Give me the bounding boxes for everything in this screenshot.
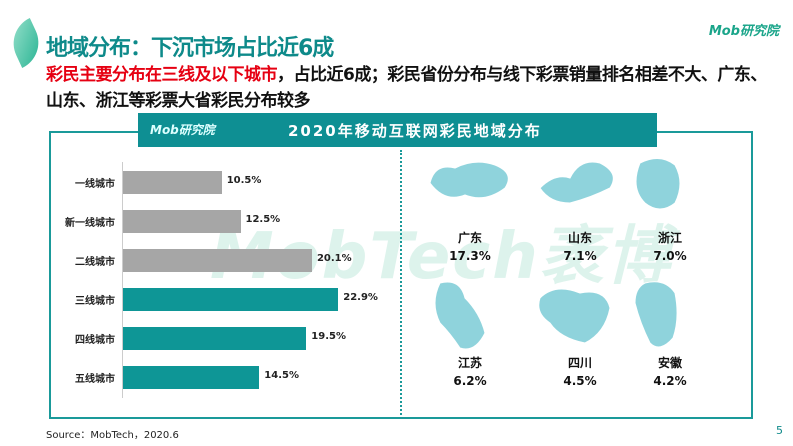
- province-name: 浙江: [657, 231, 682, 245]
- source-note: Source：MobTech，2020.6: [46, 430, 179, 441]
- data-label: 20.1%: [316, 253, 352, 264]
- province-map-icon: [634, 281, 678, 348]
- panel-title-banner: Mob研究院 2020年移动互联网彩民地域分布: [138, 113, 657, 147]
- province-stat: 江苏 6.2%: [420, 354, 520, 390]
- province-map-icon: [429, 161, 509, 199]
- category-label: 三线城市: [75, 296, 115, 307]
- province-name: 江苏: [457, 356, 482, 370]
- panel-title: 2020年移动互联网彩民地域分布: [288, 122, 542, 140]
- province-value: 7.1%: [563, 249, 597, 263]
- province-map-icon: [434, 281, 486, 350]
- province-value: 17.3%: [449, 249, 491, 263]
- province-value: 4.2%: [653, 374, 687, 388]
- data-label: 14.5%: [264, 370, 299, 381]
- province-map-icon: [539, 161, 614, 204]
- province-map-icon: [538, 288, 611, 344]
- data-label: 12.5%: [245, 214, 281, 225]
- bar: [123, 327, 307, 350]
- category-label: 新一线城市: [65, 218, 115, 229]
- province-name: 四川: [567, 356, 592, 370]
- bar: [123, 249, 312, 272]
- data-label: 19.5%: [311, 331, 346, 342]
- province-stat: 浙江 7.0%: [620, 229, 720, 265]
- province-name: 安徽: [657, 356, 682, 370]
- mob-logo: Mob研究院: [708, 24, 779, 39]
- divider: [400, 150, 402, 415]
- bar: [123, 210, 241, 233]
- province-name: 广东: [457, 231, 482, 245]
- decorative-leaf-icon: [4, 18, 48, 68]
- province-value: 4.5%: [563, 374, 597, 388]
- subtitle-rest: ，占比近6成；彩民省份分布与线下彩票销量排名相差不大、广东、山东、浙江等彩票大省…: [46, 65, 767, 111]
- category-label: 一线城市: [75, 179, 115, 190]
- province-stat: 广东 17.3%: [420, 229, 520, 265]
- subtitle: 彩民主要分布在三线及以下城市，占比近6成；彩民省份分布与线下彩票销量排名相差不大…: [46, 62, 776, 114]
- page-number: 5: [776, 424, 783, 437]
- panel-logo: Mob研究院: [150, 123, 215, 137]
- province-stat: 四川 4.5%: [530, 354, 630, 390]
- bar: [123, 171, 222, 194]
- province-value: 7.0%: [653, 249, 687, 263]
- province-map-icon: [635, 158, 681, 210]
- data-label: 10.5%: [226, 175, 262, 186]
- bar: [123, 288, 339, 311]
- province-value: 6.2%: [453, 374, 487, 388]
- page-title: 地域分布：下沉市场占比近6成: [46, 36, 334, 61]
- data-label: 22.9%: [343, 292, 378, 303]
- chart-axis: [122, 162, 123, 398]
- category-label: 四线城市: [75, 335, 115, 346]
- category-label: 五线城市: [75, 374, 115, 385]
- province-stat: 山东 7.1%: [530, 229, 630, 265]
- province-stat: 安徽 4.2%: [620, 354, 720, 390]
- subtitle-highlight: 彩民主要分布在三线及以下城市: [46, 65, 278, 85]
- bar: [123, 366, 260, 389]
- province-name: 山东: [567, 231, 592, 245]
- category-label: 二线城市: [75, 257, 115, 268]
